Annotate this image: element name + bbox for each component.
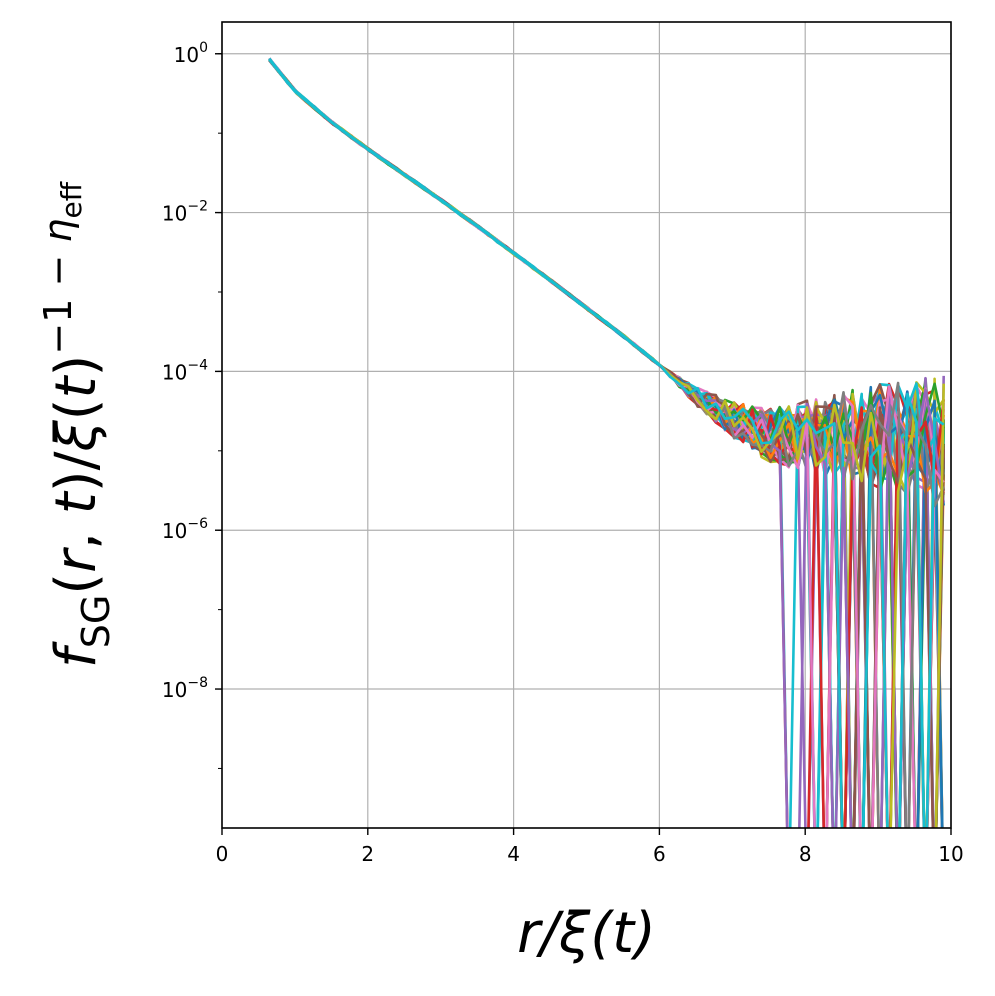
y-axis-label: fSG(r, t)/ξ(t)−1 − ηeff <box>36 181 118 668</box>
y-tick-label: 10−4 <box>162 357 208 384</box>
y-tick-label: 10−6 <box>162 516 208 543</box>
x-tick-label: 4 <box>507 842 520 866</box>
y-axis-title: fSG(r, t)/ξ(t)−1 − ηeff <box>36 181 118 668</box>
y-tick-label: 10−2 <box>162 199 208 226</box>
y-tick-label: 10−8 <box>162 675 208 702</box>
series-line-top <box>268 58 661 367</box>
x-tick-label: 8 <box>799 842 812 866</box>
x-tick-label: 6 <box>653 842 666 866</box>
plot-frame <box>221 21 952 829</box>
ticks: 0 2 4 6 8 10 100 10−2 10−4 10−6 10−8 <box>162 40 964 866</box>
series-group <box>268 57 945 828</box>
x-axis-label: r/ξ(t) <box>517 901 656 966</box>
x-tick-label: 0 <box>216 842 229 866</box>
x-axis-title: r/ξ(t) <box>517 901 656 966</box>
x-tick-label: 10 <box>938 842 963 866</box>
y-tick-label: 100 <box>174 40 208 67</box>
x-tick-label: 2 <box>361 842 374 866</box>
